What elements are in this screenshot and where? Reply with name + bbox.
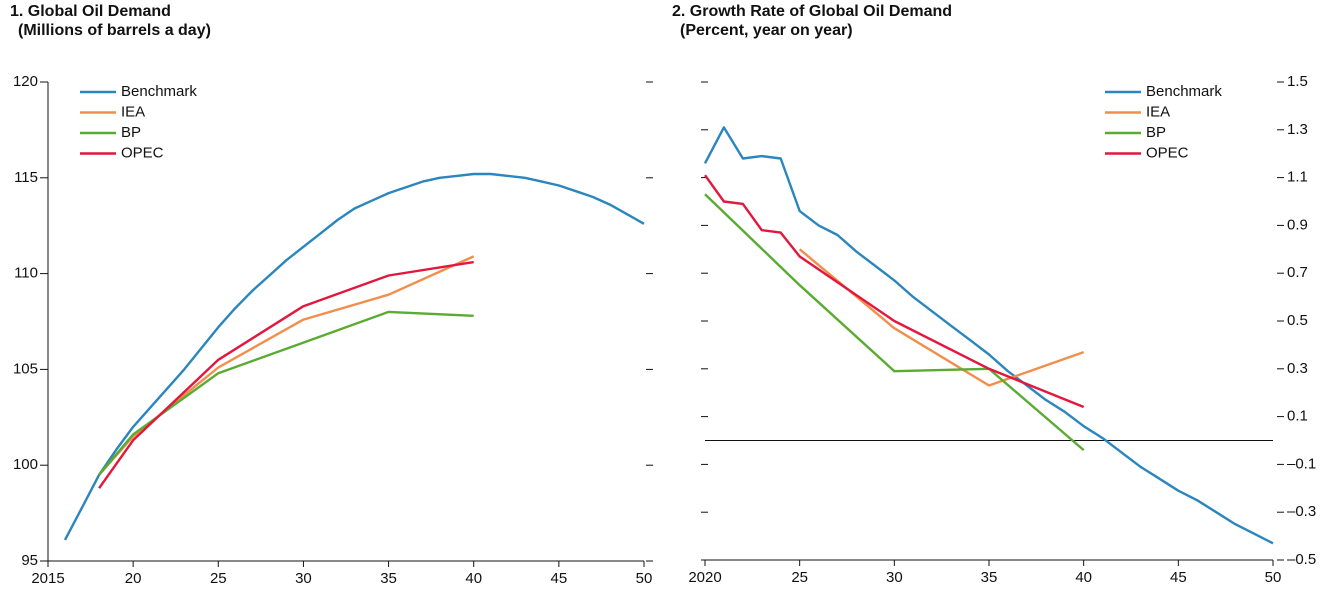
y-tick-label: 110	[14, 265, 38, 282]
x-tick-label: 20	[125, 570, 142, 587]
y-tick-label: 0.5	[1287, 312, 1308, 329]
y-tick-label: 1.1	[1287, 169, 1308, 186]
y-tick-label: 95	[21, 552, 38, 569]
legend-label: OPEC	[121, 144, 164, 161]
x-tick-label: 35	[981, 569, 998, 586]
y-tick-label: 0.3	[1287, 360, 1308, 377]
y-tick-label: 1.5	[1287, 73, 1308, 90]
panel: 1. Global Oil Demand (Millions of barrels…	[10, 3, 653, 587]
series-line	[703, 126, 1274, 545]
series-line	[63, 172, 645, 541]
x-tick-label: 2015	[31, 570, 64, 587]
x-tick-label: 25	[791, 569, 808, 586]
y-tick-label: 105	[13, 360, 38, 377]
x-tick-label: 50	[636, 570, 653, 587]
legend-label: OPEC	[1146, 144, 1189, 161]
series-line	[98, 310, 474, 476]
x-tick-label: 30	[886, 569, 903, 586]
x-tick-label: 25	[210, 570, 227, 587]
series-line	[98, 260, 474, 489]
legend-label: BP	[121, 124, 141, 141]
series-line	[704, 193, 1085, 452]
series-line	[98, 255, 475, 476]
x-tick-label: 30	[295, 570, 312, 587]
y-tick-label: 115	[14, 169, 38, 186]
legend-label: IEA	[121, 103, 145, 120]
y-tick-label: 0.1	[1287, 408, 1308, 425]
y-tick-label: –0.3	[1287, 503, 1316, 520]
y-tick-label: –0.1	[1287, 455, 1316, 472]
x-tick-label: 2020	[688, 569, 721, 586]
y-tick-label: 120	[13, 73, 38, 90]
x-tick-label: 45	[551, 570, 568, 587]
legend-label: Benchmark	[1146, 83, 1222, 100]
y-tick-label: 0.7	[1287, 264, 1308, 281]
y-tick-label: 0.9	[1287, 216, 1308, 233]
x-tick-label: 40	[465, 570, 482, 587]
x-tick-label: 45	[1170, 569, 1187, 586]
legend-label: IEA	[1146, 103, 1170, 120]
y-tick-label: 100	[13, 456, 38, 473]
x-tick-label: 50	[1265, 569, 1282, 586]
legend-label: Benchmark	[121, 83, 197, 100]
panel: 2. Growth Rate of Global Oil Demand (Perc…	[672, 3, 1316, 586]
x-tick-label: 35	[380, 570, 397, 587]
series-line	[704, 174, 1085, 409]
chart-title: 1. Global Oil Demand	[10, 3, 171, 20]
legend-label: BP	[1146, 124, 1166, 141]
chart-subtitle: (Percent, year on year)	[680, 22, 853, 39]
y-tick-label: –0.5	[1287, 551, 1316, 568]
y-tick-label: 1.3	[1287, 121, 1308, 138]
chart-subtitle: (Millions of barrels a day)	[18, 22, 211, 39]
chart-title: 2. Growth Rate of Global Oil Demand	[672, 3, 952, 20]
x-tick-label: 40	[1075, 569, 1092, 586]
